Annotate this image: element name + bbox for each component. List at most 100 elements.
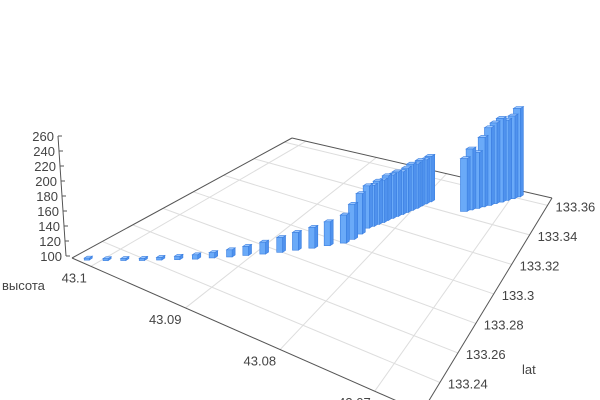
- bar-side: [514, 113, 519, 200]
- z-tick-label: 200: [35, 174, 57, 189]
- bar-side: [502, 115, 507, 203]
- y-tick-label: 133.24: [448, 376, 488, 391]
- bar-front: [208, 252, 215, 259]
- bar: [291, 229, 303, 251]
- bars: [83, 105, 525, 262]
- y-tick-label: 133.26: [466, 347, 506, 362]
- bar-side: [496, 120, 501, 205]
- bar-side: [484, 134, 489, 208]
- bar-front: [174, 255, 181, 260]
- bar: [362, 183, 374, 229]
- bar-front: [276, 237, 283, 253]
- bar: [241, 243, 253, 257]
- bar-side: [417, 161, 422, 209]
- bar: [173, 253, 184, 261]
- bar: [191, 252, 202, 260]
- bar-side: [354, 201, 358, 240]
- grid-line-y: [102, 240, 441, 383]
- bar-front: [83, 257, 90, 261]
- y-tick-label: 133.3: [502, 288, 535, 303]
- bar-side: [393, 172, 398, 219]
- bar-front: [226, 249, 233, 258]
- y-tick-label: 133.28: [484, 317, 524, 332]
- bar-side: [408, 165, 412, 214]
- x-tick-label: 43.1: [62, 270, 87, 285]
- bar-side: [490, 125, 495, 206]
- bar-front: [102, 258, 109, 261]
- x-tick-label: 43.08: [244, 354, 277, 369]
- bar-side: [412, 161, 417, 211]
- bar: [208, 250, 219, 259]
- x-tick-label: 43.09: [149, 312, 182, 327]
- bar: [225, 247, 237, 258]
- bar-side: [472, 146, 477, 211]
- bar-side: [466, 156, 471, 212]
- bar-front: [259, 241, 266, 255]
- bar-side: [346, 212, 350, 244]
- bar: [275, 235, 287, 253]
- z-tick-label: 180: [36, 189, 58, 204]
- grid-line-y: [162, 207, 476, 324]
- bar-front: [308, 227, 316, 249]
- bar-front: [156, 257, 163, 261]
- tick-labels: 43.1 43.09 43.08 43.07 133.24 133.26 133.28 133…: [32, 129, 595, 400]
- x-tick-label: 43.07: [338, 395, 371, 400]
- bar: [323, 219, 335, 247]
- x-axis-line: [71, 257, 396, 400]
- y-tick-label: 133.36: [556, 199, 596, 214]
- bar-side: [398, 169, 402, 217]
- bar-side: [374, 182, 378, 227]
- bar: [347, 201, 359, 240]
- y-axis-line: [428, 197, 553, 400]
- bar-side: [379, 178, 383, 225]
- bar-front: [339, 214, 347, 244]
- grid-line-x: [185, 157, 377, 309]
- bar: [258, 239, 270, 255]
- bar-side: [362, 191, 366, 235]
- z-tick-label: 120: [39, 234, 61, 249]
- bar: [102, 256, 113, 262]
- bar-front: [242, 246, 249, 256]
- y-axis-title: lat: [522, 362, 536, 377]
- bar-side: [421, 158, 426, 207]
- bar-front: [138, 258, 145, 261]
- bar-side: [520, 105, 524, 198]
- y-tick-label: 133.32: [520, 258, 560, 273]
- bar-side: [265, 239, 269, 255]
- bar-side: [298, 229, 302, 251]
- grid-line-y: [132, 224, 459, 354]
- floor-edge-left: [71, 137, 293, 259]
- bar-front: [120, 258, 127, 261]
- z-tick-label: 100: [40, 249, 62, 264]
- bar-side: [388, 173, 392, 221]
- z-tick-label: 160: [37, 204, 59, 219]
- z-tick-label: 240: [33, 144, 55, 159]
- bar-front: [292, 232, 299, 251]
- bar: [119, 255, 130, 262]
- bar-front: [460, 158, 468, 212]
- bar-side: [282, 235, 286, 253]
- bar-side: [369, 183, 373, 229]
- bar-side: [403, 169, 407, 216]
- z-axis-title: высота: [2, 278, 46, 293]
- bar: [339, 212, 351, 244]
- bar-side: [426, 157, 431, 205]
- bar-side: [329, 219, 334, 247]
- bar: [459, 156, 472, 212]
- bar-front: [192, 254, 199, 260]
- bar: [138, 255, 149, 262]
- z-tick-label: 260: [32, 129, 54, 144]
- bar-side: [508, 117, 512, 201]
- z-tick-label: 140: [38, 219, 60, 234]
- bar: [307, 224, 319, 249]
- bar: [83, 255, 94, 261]
- bar-side: [479, 150, 483, 209]
- bar-side: [314, 224, 319, 249]
- bar-side: [384, 177, 388, 224]
- y-tick-label: 133.34: [538, 229, 578, 244]
- grid-line-x: [90, 140, 307, 267]
- bar-side: [431, 153, 435, 203]
- bar: [155, 254, 166, 261]
